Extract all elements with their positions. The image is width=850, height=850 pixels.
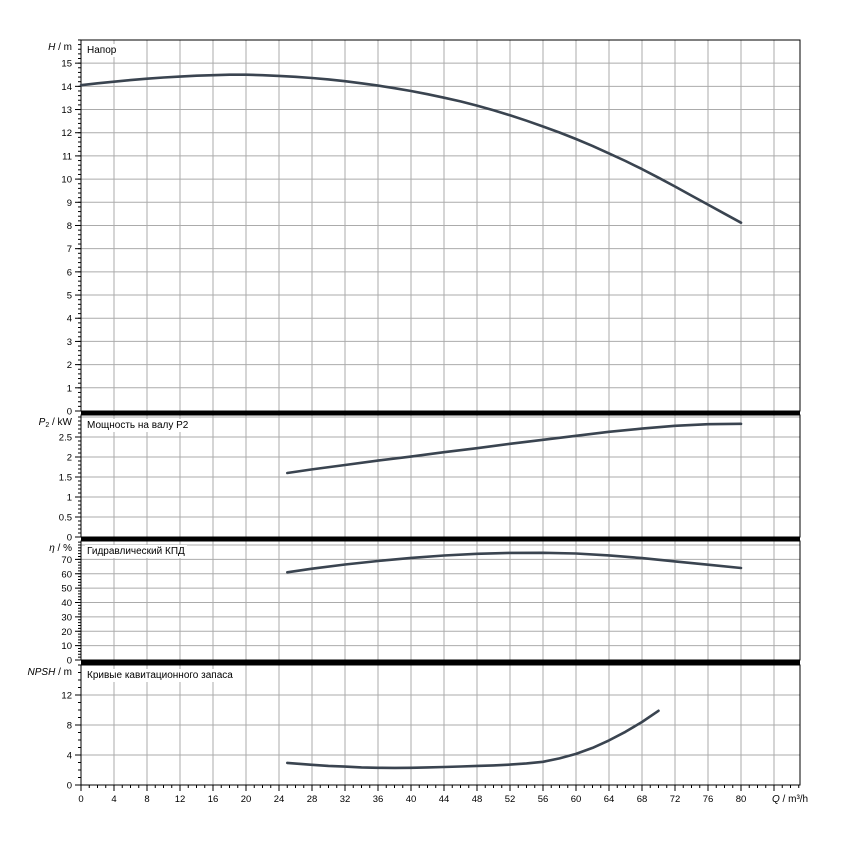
panel-separator: [81, 411, 800, 415]
y-tick-label: 2: [67, 453, 72, 464]
panel-separator: [81, 660, 800, 665]
title-backing: [85, 545, 188, 558]
shaft-power-horizontal-grid: [81, 416, 800, 518]
x-tick-label: 32: [340, 794, 351, 805]
y-tick-label: 8: [67, 721, 72, 732]
y-tick-label: 6: [67, 267, 72, 278]
efficiency-axis-unit-label: η / %: [49, 543, 72, 554]
efficiency-y-major-ticks: 0 10 20 30 40 50 60 70: [61, 555, 81, 667]
y-tick-label: 0: [67, 656, 72, 667]
y-tick-label: 30: [61, 612, 72, 623]
efficiency-curve: [285, 551, 743, 574]
y-tick-label: 12: [61, 691, 72, 702]
shaft-power-title: Мощность на валу P2: [87, 420, 189, 431]
y-tick-label: 10: [61, 641, 72, 652]
efficiency-horizontal-grid: [81, 544, 800, 647]
x-tick-label: 56: [538, 794, 549, 805]
efficiency-title: Гидравлический КПД: [87, 546, 185, 557]
x-tick-label: 8: [144, 794, 149, 805]
npsh-title: Кривые кавитационного запаса: [87, 670, 233, 681]
x-tick-label: 40: [406, 794, 417, 805]
npsh-panel: 0 4 8 12 NPSH / m Кривые кавитационного запас…: [28, 664, 801, 792]
y-tick-label: 70: [61, 555, 72, 566]
y-tick-label: 9: [67, 198, 72, 209]
x-tick-label: 12: [175, 794, 186, 805]
x-tick-label: 24: [274, 794, 285, 805]
shaft-power-y-major-ticks: 0 0.5 1 1.5 2 2.5: [59, 433, 81, 544]
y-tick-label: 4: [67, 314, 72, 325]
head-curve: [79, 73, 743, 224]
title-backing: [85, 669, 236, 682]
panel-separator: [81, 537, 800, 541]
y-tick-label: 0: [67, 781, 72, 792]
x-tick-label: 52: [505, 794, 516, 805]
y-tick-label: 3: [67, 337, 72, 348]
y-tick-label: 11: [62, 151, 72, 162]
y-tick-label: 40: [61, 598, 72, 609]
x-axis: 0 4 8 12 16 20 24 28 32 36 40 44 48 52 56 60 64 68 72 76 80 Q…: [78, 785, 808, 805]
y-tick-label: 1.5: [59, 473, 72, 484]
y-tick-label: 10: [61, 175, 72, 186]
npsh-curve: [285, 709, 660, 770]
shaft-power-axis-unit-label: P2 / kW: [39, 417, 73, 429]
y-tick-label: 4: [67, 751, 72, 762]
head-axis-unit-label: H / m: [48, 42, 72, 53]
efficiency-title-group: Гидравлический КПД: [85, 545, 188, 558]
y-tick-label: 1: [67, 383, 72, 394]
efficiency-frame: [80, 540, 801, 661]
head-horizontal-grid: [81, 62, 800, 389]
efficiency-vertical-grid: [113, 541, 775, 660]
x-tick-label: 60: [571, 794, 582, 805]
shaft-power-curve: [285, 422, 743, 475]
x-tick-label: 16: [208, 794, 219, 805]
y-tick-label: 0: [67, 407, 72, 418]
x-axis-unit-label: Q / m³/h: [772, 794, 808, 805]
shaft-power-frame: [80, 414, 801, 538]
x-tick-label: 64: [604, 794, 615, 805]
x-tick-label: 68: [637, 794, 648, 805]
x-tick-label: 76: [703, 794, 714, 805]
y-tick-label: 15: [61, 59, 72, 70]
y-tick-label: 60: [61, 569, 72, 580]
y-tick-label: 8: [67, 221, 72, 232]
y-tick-label: 13: [61, 105, 72, 116]
y-tick-label: 50: [61, 584, 72, 595]
y-tick-label: 7: [67, 244, 72, 255]
x-tick-label: 0: [78, 794, 83, 805]
shaft-power-title-group: Мощность на валу P2: [85, 419, 191, 432]
y-tick-label: 0: [67, 533, 72, 544]
y-tick-label: 20: [61, 627, 72, 638]
x-tick-label: 20: [241, 794, 252, 805]
title-backing: [85, 44, 119, 57]
head-title: Напор: [87, 45, 117, 56]
y-tick-label: 12: [61, 128, 72, 139]
y-tick-label: 0.5: [59, 513, 72, 524]
y-tick-label: 1: [67, 493, 72, 504]
x-tick-label: 36: [373, 794, 384, 805]
x-tick-label: 28: [307, 794, 318, 805]
y-tick-label: 2.5: [59, 433, 72, 444]
x-tick-label: 48: [472, 794, 483, 805]
x-tick-label: 80: [736, 794, 747, 805]
npsh-title-group: Кривые кавитационного запаса: [85, 669, 236, 682]
y-tick-label: 5: [67, 291, 72, 302]
npsh-horizontal-grid: [81, 694, 800, 756]
shaft-power-panel: 0 0.5 1 1.5 2 2.5 P2 / kW Мощность на валу P2: [39, 414, 801, 544]
head-title-group: Напор: [85, 44, 119, 57]
y-tick-label: 2: [67, 360, 72, 371]
x-tick-label: 72: [670, 794, 681, 805]
shaft-power-vertical-grid: [113, 415, 775, 537]
efficiency-panel: 0 10 20 30 40 50 60 70η / % Гидравлический КПД: [49, 540, 801, 667]
y-tick-label: 14: [61, 82, 72, 93]
npsh-y-major-ticks: 0 4 8 12: [61, 691, 81, 792]
title-backing: [85, 419, 191, 432]
x-tick-label: 44: [439, 794, 450, 805]
npsh-axis-unit-label: NPSH / m: [28, 667, 72, 678]
x-tick-label: 4: [111, 794, 116, 805]
